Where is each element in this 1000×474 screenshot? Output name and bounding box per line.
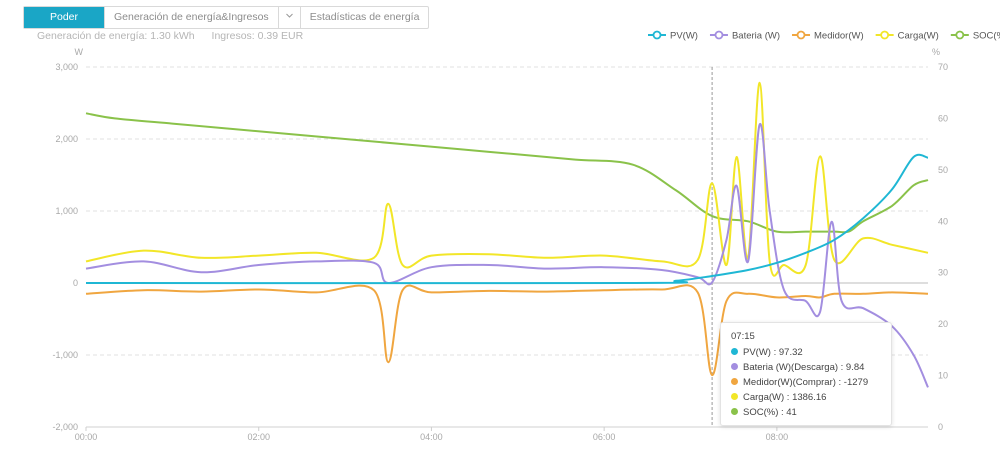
legend-label: Bateria (W) [732,31,780,42]
legend-marker-icon [796,30,806,40]
legend-marker-icon [652,30,662,40]
legend-label: Medidor(W) [814,31,864,42]
tab-energy-statistics[interactable]: Estadísticas de energía [309,11,420,23]
pv-dot-icon [731,347,738,355]
legend-label: Carga(W) [898,31,939,42]
legend-marker-icon [955,30,965,40]
energy-generation-text: Generación de energía: 1.30 kWh [37,30,195,42]
tooltip-row-pv: PV(W) : 97.32 [731,347,803,358]
y-right-tick-label: 70 [938,62,948,72]
y-right-tick-label: 60 [938,113,948,123]
series-line-carga-w- [85,81,929,277]
series-line-bateria-w- [85,123,929,388]
battery-dot-icon [731,362,738,370]
y-right-tick-label: 10 [938,371,948,381]
y-right-tick-label: 40 [938,216,948,226]
y-left-axis-label: W [75,47,84,57]
soc-dot-icon [731,407,738,415]
y-left-tick-label: 3,000 [55,62,78,72]
y-right-tick-label: 50 [938,165,948,175]
income-text: Ingresos: 0.39 EUR [211,30,304,42]
y-left-tick-label: 2,000 [55,134,78,144]
meter-dot-icon [731,377,738,385]
tooltip-row-battery: Bateria (W)(Descarga) : 9.84 [731,362,864,373]
x-tick-label: 08:00 [766,432,789,442]
energy-summary: Generación de energía: 1.30 kWh Ingresos… [37,30,317,42]
tab-power[interactable]: Poder [24,7,105,28]
chevron-down-icon [285,13,293,18]
tooltip-row-load: Carga(W) : 1386.16 [731,392,826,403]
y-right-axis-label: % [932,47,940,57]
series-line-soc- [85,112,929,234]
y-left-tick-label: 1,000 [55,206,78,216]
tooltip-row-meter: Medidor(W)(Comprar) : -1279 [731,377,868,388]
tooltip-time: 07:15 [731,331,755,342]
chart-tooltip: 07:15 PV(W) : 97.32 Bateria (W)(Descarga… [720,322,892,426]
x-tick-label: 04:00 [420,432,443,442]
x-tick-label: 02:00 [247,432,270,442]
x-tick-label: 00:00 [75,432,98,442]
legend-marker-icon [880,30,890,40]
series-line-medidor-w- [85,284,929,377]
tab-dropdown-toggle[interactable] [279,7,301,28]
x-tick-label: 06:00 [593,432,616,442]
load-dot-icon [731,392,738,400]
tab-generation-income[interactable]: Generación de energía&Ingresos [105,7,279,28]
view-tabs: Poder Generación de energía&Ingresos Est… [23,6,430,29]
y-right-tick-label: 0 [938,422,943,432]
y-right-tick-label: 30 [938,268,948,278]
tooltip-row-soc: SOC(%) : 41 [731,407,797,418]
series-line-pv-w- [85,153,929,285]
y-left-tick-label: -2,000 [52,422,78,432]
legend-label: SOC(%) [973,31,1000,42]
legend-label: PV(W) [670,31,698,42]
y-left-tick-label: -1,000 [52,350,78,360]
legend-marker-icon [714,30,724,40]
y-right-tick-label: 20 [938,319,948,329]
y-left-tick-label: 0 [73,278,78,288]
